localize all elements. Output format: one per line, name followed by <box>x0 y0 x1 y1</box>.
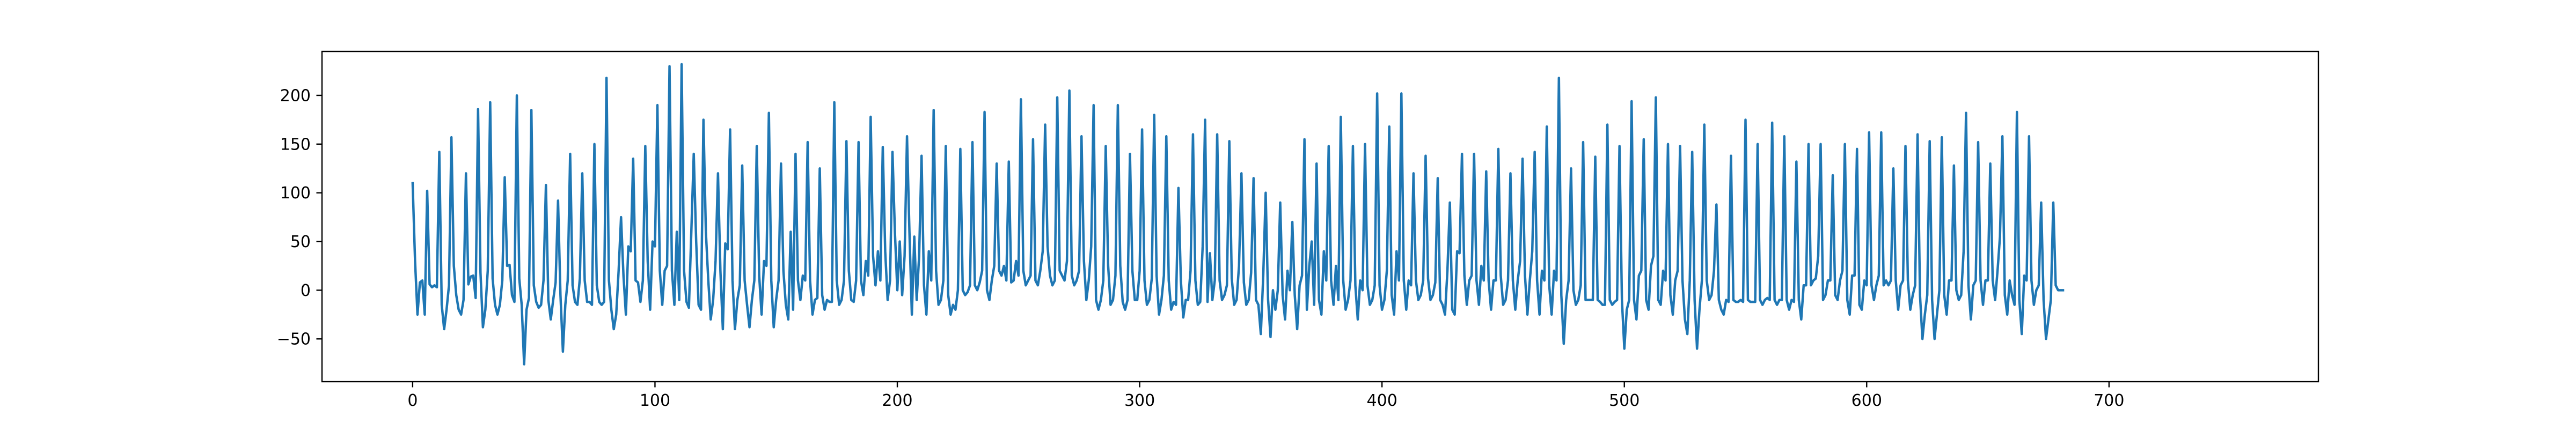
x-tick-label: 500 <box>1609 391 1640 410</box>
x-tick-label: 600 <box>1851 391 1882 410</box>
x-tick-label: 100 <box>640 391 670 410</box>
y-tick-label: 0 <box>301 281 311 300</box>
y-tick-label: 150 <box>280 135 311 154</box>
plot-area <box>411 63 2065 366</box>
x-tick-label: 400 <box>1367 391 1397 410</box>
x-tick-label: 300 <box>1124 391 1155 410</box>
y-tick-label: 50 <box>290 233 311 251</box>
axes: 0 100 200 300 400 500 600 700 −50 0 50 100 150 200 <box>277 50 2319 410</box>
x-tick-label: 700 <box>2094 391 2124 410</box>
axes-frame <box>321 50 2319 383</box>
x-tick-label: 200 <box>882 391 912 410</box>
series-line-0 <box>411 63 2065 366</box>
y-tick-label: −50 <box>277 330 311 349</box>
x-tick-label: 0 <box>407 391 418 410</box>
y-tick-label: 100 <box>280 184 311 203</box>
y-tick-label: 200 <box>280 86 311 105</box>
